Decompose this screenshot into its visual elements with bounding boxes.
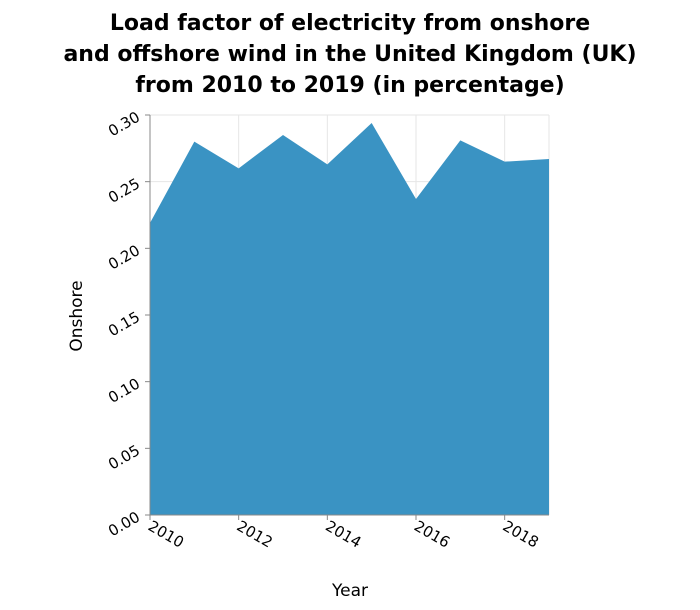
- x-axis-title: Year: [331, 581, 368, 601]
- y-tick-label: 0.25: [105, 175, 143, 207]
- area-series-1: [150, 123, 549, 515]
- x-tick-label: 2016: [411, 517, 453, 552]
- x-tick-label: 2014: [322, 517, 364, 552]
- y-axis-ticks: 0.00 0.05 0.10 0.15 0.20 0.25 0.30: [105, 108, 150, 540]
- x-axis-ticks: 2010 2012 2014 2016 2018: [145, 515, 542, 552]
- y-tick-label: 0.00: [105, 508, 143, 540]
- y-tick-label: 0.15: [105, 308, 143, 340]
- y-tick-label: 0.10: [105, 375, 143, 407]
- y-tick-label: 0.20: [105, 241, 143, 273]
- y-axis-title: Onshore: [67, 280, 87, 351]
- y-tick-label: 0.30: [105, 108, 143, 140]
- x-tick-label: 2010: [145, 517, 187, 552]
- x-tick-label: 2012: [234, 517, 276, 552]
- y-tick-label: 0.05: [105, 441, 143, 473]
- area-series-layer: [150, 123, 549, 515]
- x-tick-label: 2018: [500, 517, 542, 552]
